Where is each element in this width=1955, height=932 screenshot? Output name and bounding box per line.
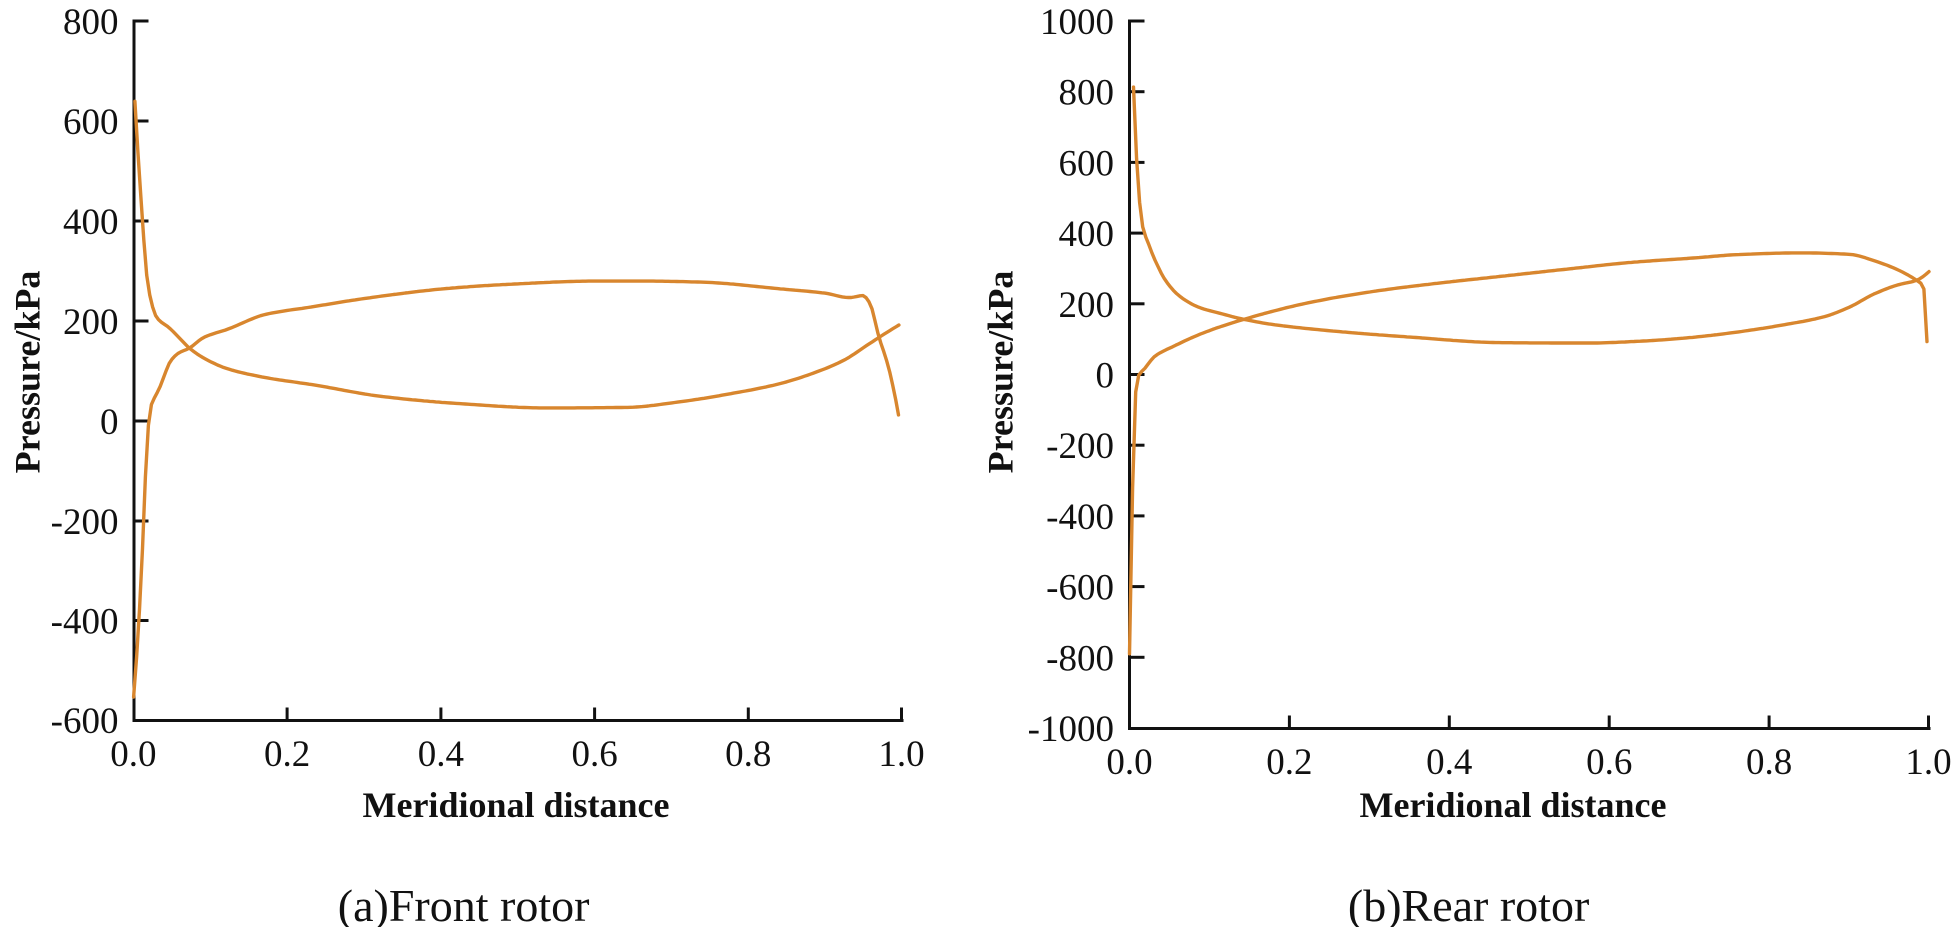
svg-text:-400: -400 <box>51 602 119 643</box>
svg-text:Pressure/kPa: Pressure/kPa <box>8 271 48 474</box>
svg-text:0.0: 0.0 <box>110 734 156 775</box>
svg-text:-600: -600 <box>51 701 119 742</box>
svg-text:-200: -200 <box>1046 426 1114 467</box>
svg-text:(a)Front rotor: (a)Front rotor <box>338 880 590 927</box>
svg-text:Meridional distance: Meridional distance <box>1360 785 1667 825</box>
svg-text:0: 0 <box>100 402 119 443</box>
svg-text:Pressure/kPa: Pressure/kPa <box>981 271 1021 474</box>
svg-text:600: 600 <box>1059 143 1115 184</box>
svg-text:400: 400 <box>63 202 119 243</box>
svg-text:0.6: 0.6 <box>571 734 617 775</box>
svg-text:0.8: 0.8 <box>725 734 771 775</box>
svg-text:-1000: -1000 <box>1028 709 1114 750</box>
svg-text:0.2: 0.2 <box>264 734 310 775</box>
svg-text:0.0: 0.0 <box>1106 742 1152 783</box>
svg-text:-600: -600 <box>1046 568 1114 609</box>
svg-text:200: 200 <box>1059 285 1115 326</box>
svg-text:1.0: 1.0 <box>878 734 924 775</box>
svg-text:800: 800 <box>1059 73 1115 114</box>
svg-text:0.6: 0.6 <box>1586 742 1632 783</box>
svg-text:400: 400 <box>1059 214 1115 255</box>
svg-text:0.4: 0.4 <box>418 734 464 775</box>
svg-text:800: 800 <box>63 2 119 43</box>
svg-text:1000: 1000 <box>1040 2 1114 43</box>
svg-text:600: 600 <box>63 102 119 143</box>
svg-text:(b)Rear rotor: (b)Rear rotor <box>1348 880 1589 927</box>
svg-text:-400: -400 <box>1046 497 1114 538</box>
svg-text:0.8: 0.8 <box>1746 742 1792 783</box>
svg-text:0: 0 <box>1096 356 1115 397</box>
svg-text:200: 200 <box>63 302 119 343</box>
svg-text:-800: -800 <box>1046 638 1114 679</box>
svg-text:-200: -200 <box>51 502 119 543</box>
svg-text:0.4: 0.4 <box>1426 742 1472 783</box>
svg-text:Meridional distance: Meridional distance <box>363 785 670 825</box>
svg-text:0.2: 0.2 <box>1266 742 1312 783</box>
svg-text:1.0: 1.0 <box>1905 742 1951 783</box>
